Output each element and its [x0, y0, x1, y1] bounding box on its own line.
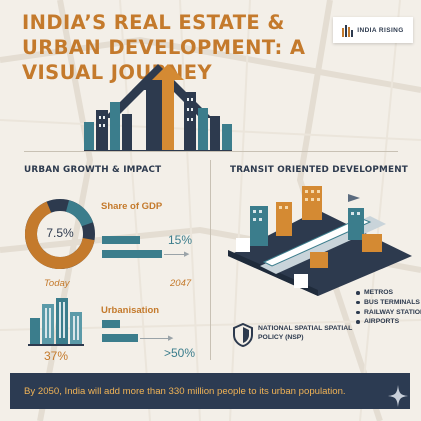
future-year-label: 2047 — [170, 278, 192, 289]
footer-text: By 2050, India will add more than 330 mi… — [24, 385, 346, 397]
arrow-right-icon: ▶ — [168, 335, 174, 342]
gdp-arrow — [164, 254, 186, 255]
list-item: METROS — [356, 288, 421, 298]
list-item: BUS TERMINALS — [356, 298, 421, 308]
urbanisation-bar-future — [102, 334, 138, 342]
gdp-future-value: 15% — [168, 233, 193, 247]
urbanisation-arrow — [140, 338, 170, 339]
gdp-bar-today — [102, 236, 140, 244]
gdp-label: Share of GDP — [101, 201, 163, 212]
gdp-share-donut — [25, 198, 95, 269]
gdp-bar-future — [102, 250, 162, 258]
urban-growth-heading: URBAN GROWTH & IMPACT — [24, 165, 162, 175]
list-item: RAILWAY STATIONS — [356, 308, 421, 318]
urbanisation-label: Urbanisation — [101, 305, 160, 316]
today-label: Today — [44, 278, 70, 289]
transit-city-illustration — [228, 186, 412, 296]
section-divider — [24, 151, 398, 152]
shield-icon — [233, 323, 253, 347]
transit-heading: TRANSIT ORIENTED DEVELOPMENT — [230, 165, 408, 175]
skyline-arrows-illustration — [84, 64, 232, 152]
nsp-policy-label: NATIONAL SPATIAL SPATIAL POLICY (NSP) — [258, 325, 353, 341]
list-item: AIRPORTS — [356, 317, 421, 327]
urbanisation-future-value: >50% — [164, 346, 196, 360]
india-rising-logo-icon — [342, 24, 354, 37]
urbanisation-today-value: 37% — [44, 349, 69, 363]
column-divider — [210, 160, 211, 360]
gdp-today-value: 7.5% — [46, 226, 74, 240]
brand-name: INDIA RISING — [357, 26, 404, 34]
footer-banner: By 2050, India will add more than 330 mi… — [10, 373, 410, 409]
brand-badge: INDIA RISING — [333, 17, 413, 43]
urbanisation-bar-today — [102, 320, 120, 328]
sparkle-icon — [388, 385, 408, 407]
building-icon — [28, 298, 84, 346]
arrow-right-icon: ▶ — [184, 251, 190, 258]
transit-list: METROS BUS TERMINALS RAILWAY STATIONS AI… — [356, 288, 421, 327]
